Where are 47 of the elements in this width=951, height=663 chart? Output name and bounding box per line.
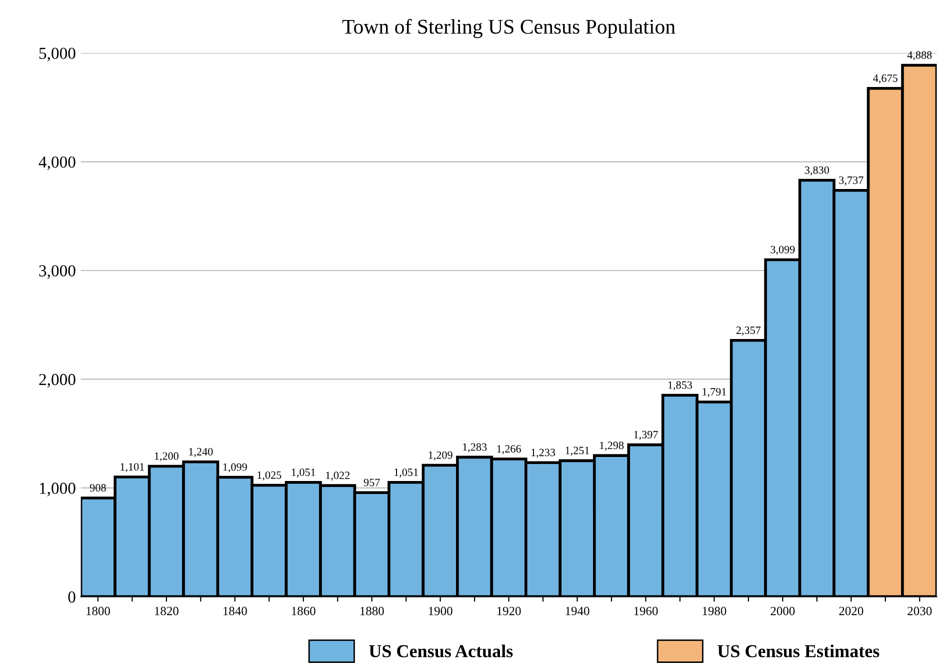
- x-tick-label: 1920: [497, 606, 521, 616]
- data-label: 1,099: [223, 463, 247, 472]
- y-tick-label: 2,000: [39, 374, 76, 388]
- data-label: 1,025: [258, 471, 282, 480]
- data-label: 1,283: [463, 443, 487, 452]
- data-label: 1,240: [189, 448, 213, 458]
- x-tick-label: 1940: [566, 606, 590, 616]
- y-tick-label: 1,000: [40, 482, 76, 496]
- chart-title: Town of Sterling US Census Population: [342, 18, 676, 38]
- data-label: 957: [364, 478, 380, 486]
- data-label: 1,397: [634, 430, 658, 440]
- data-label: 1,022: [326, 472, 350, 481]
- data-label: 1,051: [394, 468, 418, 478]
- x-tick-label: 1800: [86, 606, 110, 616]
- x-tick-label: 1840: [223, 606, 247, 616]
- legend-label: US Census Estimates: [718, 644, 880, 658]
- x-tick-label: 1960: [634, 606, 658, 616]
- data-label: 1,200: [154, 452, 178, 462]
- data-label: 2,357: [736, 326, 761, 336]
- data-label: 4,888: [907, 51, 932, 60]
- x-tick-label: 2030: [908, 606, 932, 616]
- x-tick-label: 1900: [428, 606, 452, 616]
- data-label: 3,830: [804, 166, 829, 176]
- data-label: 4,675: [873, 74, 898, 84]
- data-label: 1,853: [668, 381, 692, 390]
- data-label: 1,298: [600, 442, 624, 451]
- x-tick-label: 1980: [702, 606, 726, 616]
- x-tick-label: 2020: [839, 606, 864, 616]
- legend-label: US Census Actuals: [369, 644, 513, 658]
- y-tick-label: 3,000: [39, 265, 76, 279]
- data-label: 3,099: [770, 246, 795, 255]
- x-tick-label: 1860: [292, 606, 316, 616]
- data-label: 1,209: [428, 451, 452, 460]
- data-label: 1,233: [532, 448, 556, 458]
- data-label: 3,737: [839, 176, 864, 186]
- y-tick-label: 5,000: [39, 48, 76, 62]
- x-tick-label: 1820: [155, 606, 178, 616]
- y-tick-label: 4,000: [38, 156, 76, 170]
- x-tick-label: 2000: [770, 606, 795, 616]
- data-label: 1,101: [120, 463, 144, 472]
- data-label: 1,251: [566, 446, 590, 456]
- y-tick-label: 0: [68, 591, 76, 603]
- data-label: 1,266: [497, 445, 521, 454]
- data-label: 1,051: [292, 468, 316, 478]
- x-tick-label: 1880: [360, 606, 384, 616]
- data-label: 908: [90, 484, 106, 492]
- data-label: 1,791: [702, 388, 726, 398]
